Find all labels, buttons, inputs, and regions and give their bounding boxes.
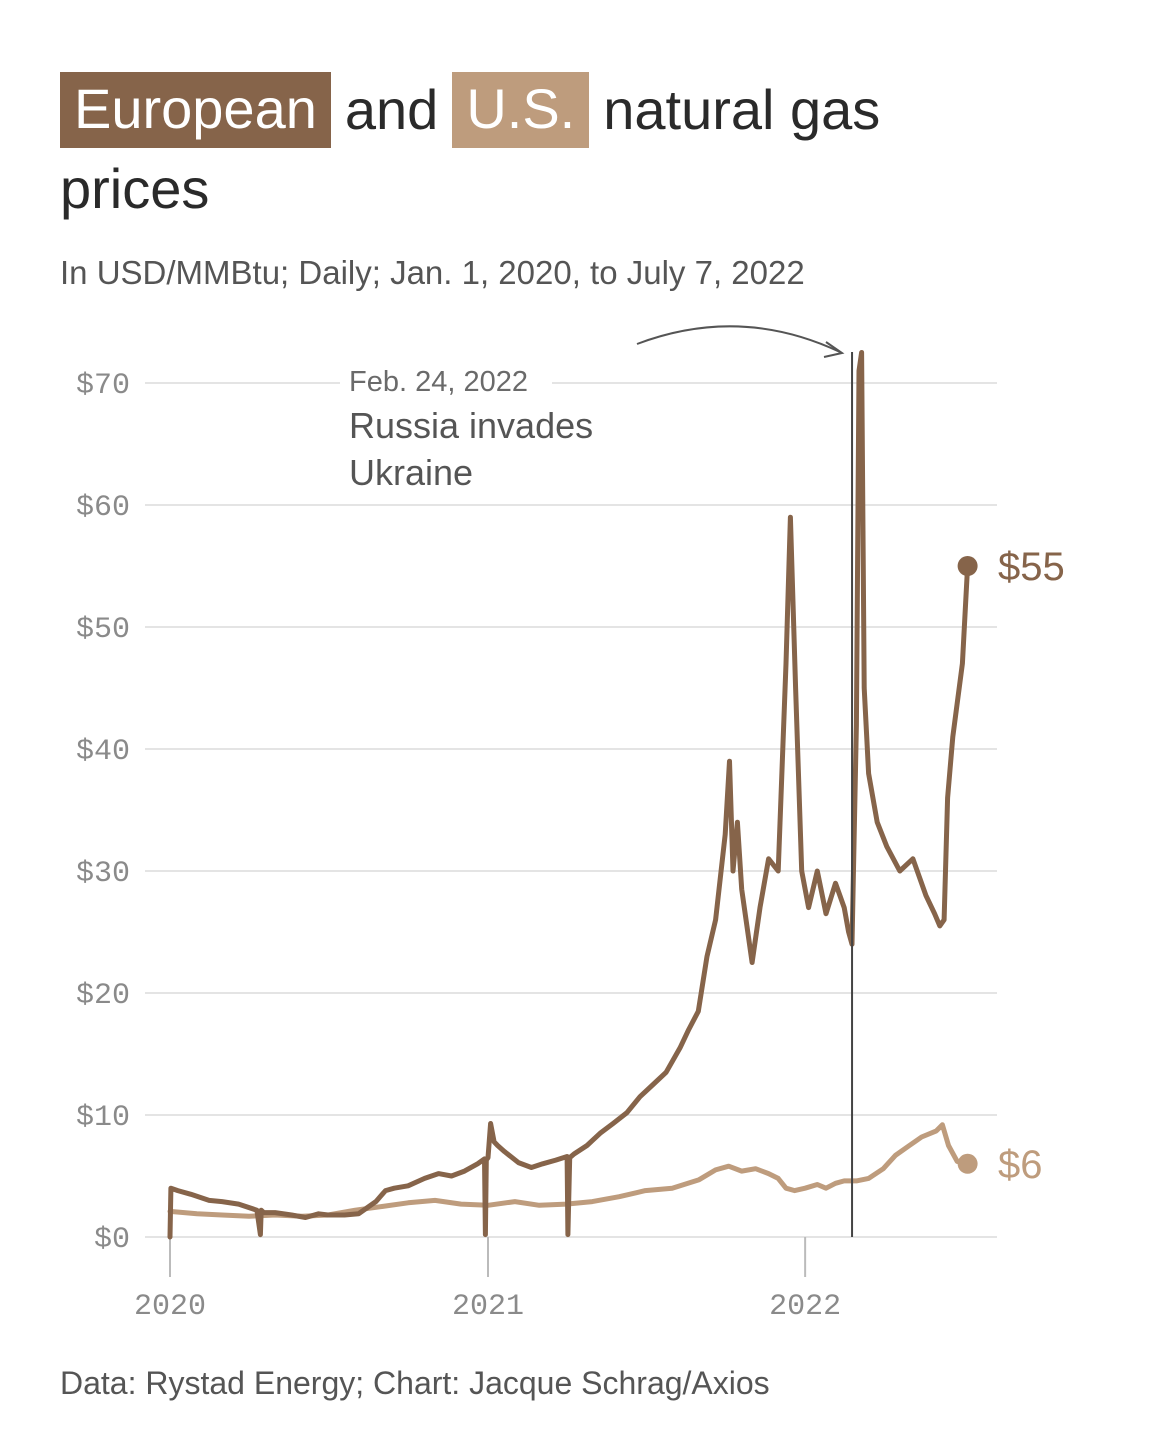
y-tick-label: $70: [76, 369, 130, 403]
y-tick-label: $10: [76, 1101, 130, 1135]
chart-title-line2: prices: [60, 150, 209, 226]
annotation-arrow: [636, 325, 841, 353]
line-chart: $0 $10 $20 $30 $40 $50 $60 $70 2020 2021 2022 Feb. …: [76, 325, 1065, 1324]
y-tick-label: $60: [76, 491, 130, 525]
annotation-text-line: Ukraine: [349, 452, 473, 493]
us-end-point: [957, 1153, 978, 1174]
title-european-highlight: European: [60, 72, 331, 148]
us-end-label: $6: [998, 1143, 1043, 1187]
annotation-text-line: Russia invades: [349, 405, 593, 446]
x-tick-label: 2020: [134, 1290, 206, 1324]
european-price-line: [167, 350, 971, 1240]
annotation-date: Feb. 24, 2022: [349, 366, 528, 398]
title-rest: natural gas: [603, 78, 881, 141]
title-us-highlight: U.S.: [452, 72, 590, 148]
european-end-point: [957, 556, 978, 576]
y-tick-label: $20: [76, 979, 130, 1013]
chart-title: European and U.S. natural gas: [60, 70, 894, 150]
arrow-head-icon: [823, 341, 845, 358]
x-tick-label: 2021: [452, 1290, 524, 1324]
y-tick-label: $50: [76, 613, 130, 647]
european-end-label: $55: [998, 545, 1065, 589]
source-note: Data: Rystad Energy; Chart: Jacque Schra…: [60, 1365, 770, 1401]
y-tick-label: $0: [94, 1223, 130, 1257]
y-tick-label: $40: [76, 735, 130, 769]
chart-subtitle: In USD/MMBtu; Daily; Jan. 1, 2020, to Ju…: [60, 254, 805, 291]
title-and: and: [344, 78, 439, 141]
x-tick-label: 2022: [769, 1290, 841, 1324]
title-line2-text: prices: [60, 156, 210, 220]
y-tick-label: $30: [76, 857, 130, 891]
